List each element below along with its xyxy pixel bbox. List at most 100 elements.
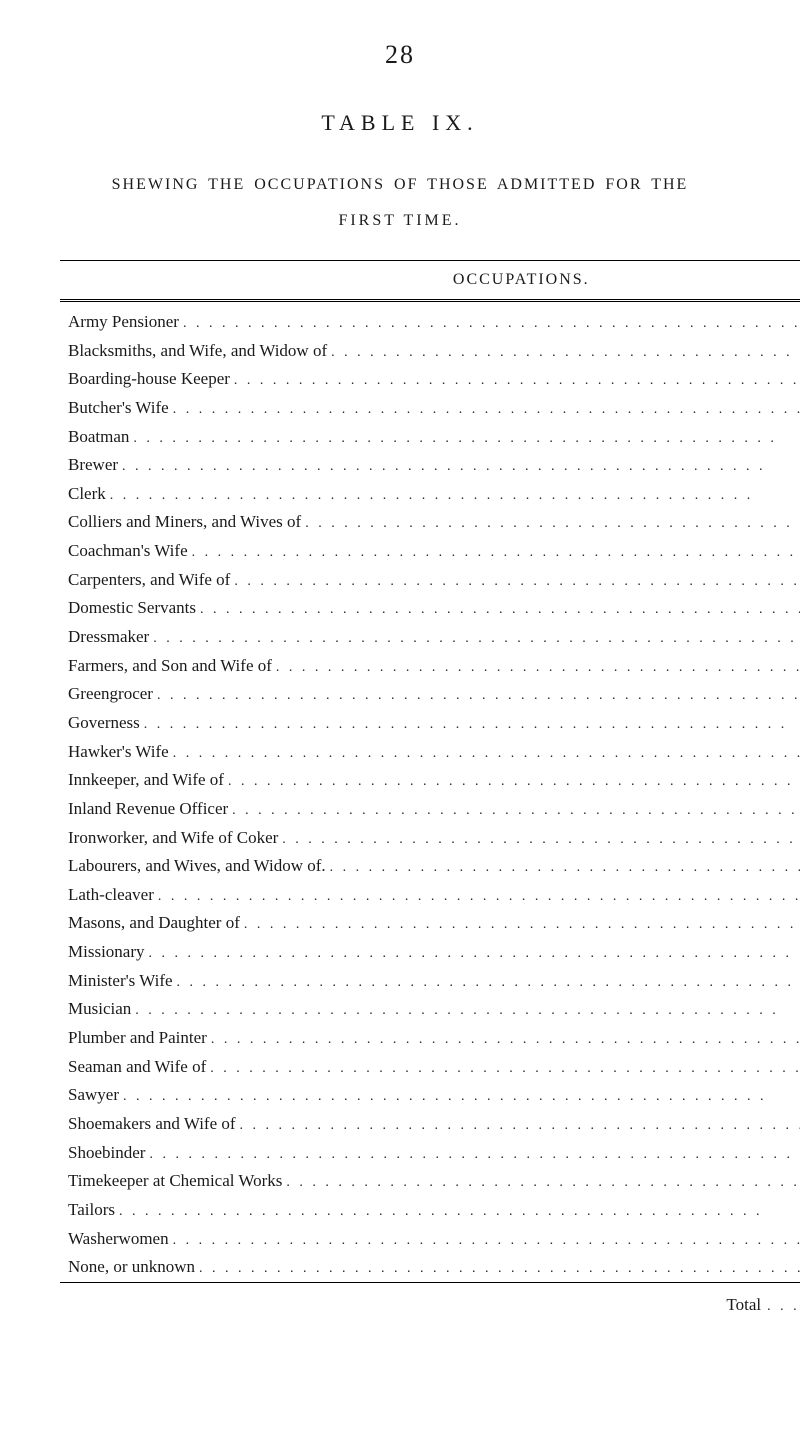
- leader-dots: . . . . . . . . . . . . . . . . . . . . …: [173, 1231, 800, 1251]
- occupation-label: Farmers, and Son and Wife of: [68, 654, 272, 679]
- occupation-label: Governess: [68, 711, 140, 736]
- occupation-label: Masons, and Daughter of: [68, 911, 240, 936]
- leader-dots: . . . . . . . . . . . . . . . . . . . . …: [331, 343, 800, 363]
- total-label: Total: [726, 1293, 761, 1318]
- occupation-cell: Farmers, and Son and Wife of . . . . . .…: [60, 652, 800, 681]
- occupation-label: None, or unknown: [68, 1255, 195, 1280]
- occupation-label: Labourers, and Wives, and Widow of.: [68, 854, 326, 879]
- leader-dots: . . . . . . . . . . . . . . . . . . . . …: [234, 371, 800, 391]
- table-row: Army Pensioner . . . . . . . . . . . . .…: [60, 301, 800, 337]
- leader-dots: . . . . . . . . . . . . . . . . . . . . …: [234, 572, 800, 592]
- occupation-cell: Governess . . . . . . . . . . . . . . . …: [60, 709, 800, 738]
- occupation-label: Missionary: [68, 940, 145, 965]
- table-row: Washerwomen . . . . . . . . . . . . . . …: [60, 1225, 800, 1254]
- occupation-cell: Ironworker, and Wife of Coker . . . . . …: [60, 824, 800, 853]
- leader-dots: . . . . . . . . . . . . . . . . . . . . …: [110, 486, 800, 506]
- occupation-label: Greengrocer: [68, 682, 153, 707]
- occupation-cell: Timekeeper at Chemical Works . . . . . .…: [60, 1167, 800, 1196]
- leader-dots: . . . . . . . . . . . . . . . . . . . . …: [183, 314, 800, 334]
- heading-line-2: FIRST TIME.: [60, 212, 740, 230]
- table-row: Shoemakers and Wife of . . . . . . . . .…: [60, 1110, 800, 1139]
- total-label-cell: Total . . . . . . . . . . . . . .: [60, 1282, 800, 1327]
- leader-dots: . . . . . . . . . . . . . . . . . . . . …: [192, 543, 800, 563]
- leader-dots: . . . . . . . . . . . . . . . . . . . . …: [133, 429, 800, 449]
- leader-dots: . . . . . . . . . . . . . . . . . . . . …: [173, 744, 800, 764]
- occupation-cell: Coachman's Wife . . . . . . . . . . . . …: [60, 537, 800, 566]
- occupation-cell: Colliers and Miners, and Wives of . . . …: [60, 508, 800, 537]
- occupation-cell: Seaman and Wife of . . . . . . . . . . .…: [60, 1053, 800, 1082]
- occupation-label: Hawker's Wife: [68, 740, 169, 765]
- occupation-cell: Dressmaker . . . . . . . . . . . . . . .…: [60, 623, 800, 652]
- table-row: Missionary . . . . . . . . . . . . . . .…: [60, 938, 800, 967]
- leader-dots: . . . . . . . . . . . . . . . . . . . . …: [228, 772, 800, 792]
- occupation-cell: Domestic Servants . . . . . . . . . . . …: [60, 594, 800, 623]
- leader-dots: . . . . . . . . . . . . . . . . . . . . …: [135, 1001, 800, 1021]
- occupation-cell: Boarding-house Keeper . . . . . . . . . …: [60, 365, 800, 394]
- table-row: Clerk . . . . . . . . . . . . . . . . . …: [60, 480, 800, 509]
- occupation-cell: Carpenters, and Wife of . . . . . . . . …: [60, 566, 800, 595]
- table-row: Hawker's Wife . . . . . . . . . . . . . …: [60, 738, 800, 767]
- occupation-label: Shoebinder: [68, 1141, 145, 1166]
- occupation-label: Clerk: [68, 482, 106, 507]
- table-row: Farmers, and Son and Wife of . . . . . .…: [60, 652, 800, 681]
- table-row: Tailors . . . . . . . . . . . . . . . . …: [60, 1196, 800, 1225]
- leader-dots: . . . . . . . . . . . . . . . . . . . . …: [119, 1202, 800, 1222]
- table-row: Sawyer . . . . . . . . . . . . . . . . .…: [60, 1081, 800, 1110]
- leader-dots: . . . . . . . . . . . . . . . . . . . . …: [149, 1145, 800, 1165]
- occupation-cell: Washerwomen . . . . . . . . . . . . . . …: [60, 1225, 800, 1254]
- occupation-cell: Clerk . . . . . . . . . . . . . . . . . …: [60, 480, 800, 509]
- table-row: Carpenters, and Wife of . . . . . . . . …: [60, 566, 800, 595]
- occupation-label: Washerwomen: [68, 1227, 169, 1252]
- occupation-cell: Tailors . . . . . . . . . . . . . . . . …: [60, 1196, 800, 1225]
- leader-dots: . . . . . . . . . . . . . . . . . . . . …: [232, 801, 800, 821]
- leader-dots: . . . . . . . . . . . . . . . . . . . . …: [282, 830, 800, 850]
- occupation-cell: Brewer . . . . . . . . . . . . . . . . .…: [60, 451, 800, 480]
- occupation-cell: Musician . . . . . . . . . . . . . . . .…: [60, 995, 800, 1024]
- occupation-label: Boarding-house Keeper: [68, 367, 230, 392]
- occupation-cell: Butcher's Wife . . . . . . . . . . . . .…: [60, 394, 800, 423]
- leader-dots: . . . . . . . . . . . . . . . . . . . . …: [200, 600, 800, 620]
- col-header-occupations: OCCUPATIONS.: [60, 261, 800, 301]
- table-row: Labourers, and Wives, and Widow of. . . …: [60, 852, 800, 881]
- occupation-cell: None, or unknown . . . . . . . . . . . .…: [60, 1253, 800, 1282]
- leader-dots: . . . . . . . . . . . . . . . . . . . . …: [157, 686, 800, 706]
- occupation-cell: Sawyer . . . . . . . . . . . . . . . . .…: [60, 1081, 800, 1110]
- occupation-cell: Minister's Wife . . . . . . . . . . . . …: [60, 967, 800, 996]
- leader-dots: . . . . . . . . . . . . . . . . . . . . …: [276, 658, 800, 678]
- occupation-cell: Innkeeper, and Wife of . . . . . . . . .…: [60, 766, 800, 795]
- table-row: Masons, and Daughter of . . . . . . . . …: [60, 909, 800, 938]
- occupation-cell: Blacksmiths, and Wife, and Widow of . . …: [60, 337, 800, 366]
- leader-dots: . . . . . . . . . . . . . .: [767, 1297, 800, 1317]
- heading-line-1: SHEWING THE OCCUPATIONS OF THOSE ADMITTE…: [60, 176, 740, 194]
- occupation-cell: Shoebinder . . . . . . . . . . . . . . .…: [60, 1139, 800, 1168]
- table-label: TABLE IX.: [60, 110, 740, 136]
- leader-dots: . . . . . . . . . . . . . . . . . . . . …: [305, 514, 800, 534]
- occupation-label: Innkeeper, and Wife of: [68, 768, 224, 793]
- occupation-cell: Masons, and Daughter of . . . . . . . . …: [60, 909, 800, 938]
- table-row: None, or unknown . . . . . . . . . . . .…: [60, 1253, 800, 1282]
- table-row: Brewer . . . . . . . . . . . . . . . . .…: [60, 451, 800, 480]
- table-row: Governess . . . . . . . . . . . . . . . …: [60, 709, 800, 738]
- table-header-row: OCCUPATIONS. Males. Females Total.: [60, 261, 800, 301]
- occupation-label: Sawyer: [68, 1083, 119, 1108]
- occupation-label: Dressmaker: [68, 625, 149, 650]
- leader-dots: . . . . . . . . . . . . . . . . . . . . …: [240, 1116, 800, 1136]
- occupation-label: Musician: [68, 997, 131, 1022]
- occupation-label: Shoemakers and Wife of: [68, 1112, 236, 1137]
- table-row: Musician . . . . . . . . . . . . . . . .…: [60, 995, 800, 1024]
- table-row: Dressmaker . . . . . . . . . . . . . . .…: [60, 623, 800, 652]
- occupation-cell: Plumber and Painter . . . . . . . . . . …: [60, 1024, 800, 1053]
- leader-dots: . . . . . . . . . . . . . . . . . . . . …: [158, 887, 800, 907]
- leader-dots: . . . . . . . . . . . . . . . . . . . . …: [199, 1259, 800, 1279]
- table-row: Seaman and Wife of . . . . . . . . . . .…: [60, 1053, 800, 1082]
- total-row: Total . . . . . . . . . . . . . .7257129: [60, 1282, 800, 1327]
- occupation-label: Domestic Servants: [68, 596, 196, 621]
- occupation-label: Colliers and Miners, and Wives of: [68, 510, 301, 535]
- occupation-label: Butcher's Wife: [68, 396, 169, 421]
- occupation-label: Carpenters, and Wife of: [68, 568, 230, 593]
- occupation-cell: Inland Revenue Officer . . . . . . . . .…: [60, 795, 800, 824]
- leader-dots: . . . . . . . . . . . . . . . . . . . . …: [153, 629, 800, 649]
- occupation-label: Boatman: [68, 425, 129, 450]
- leader-dots: . . . . . . . . . . . . . . . . . . . . …: [177, 973, 800, 993]
- leader-dots: . . . . . . . . . . . . . . . . . . . . …: [122, 457, 800, 477]
